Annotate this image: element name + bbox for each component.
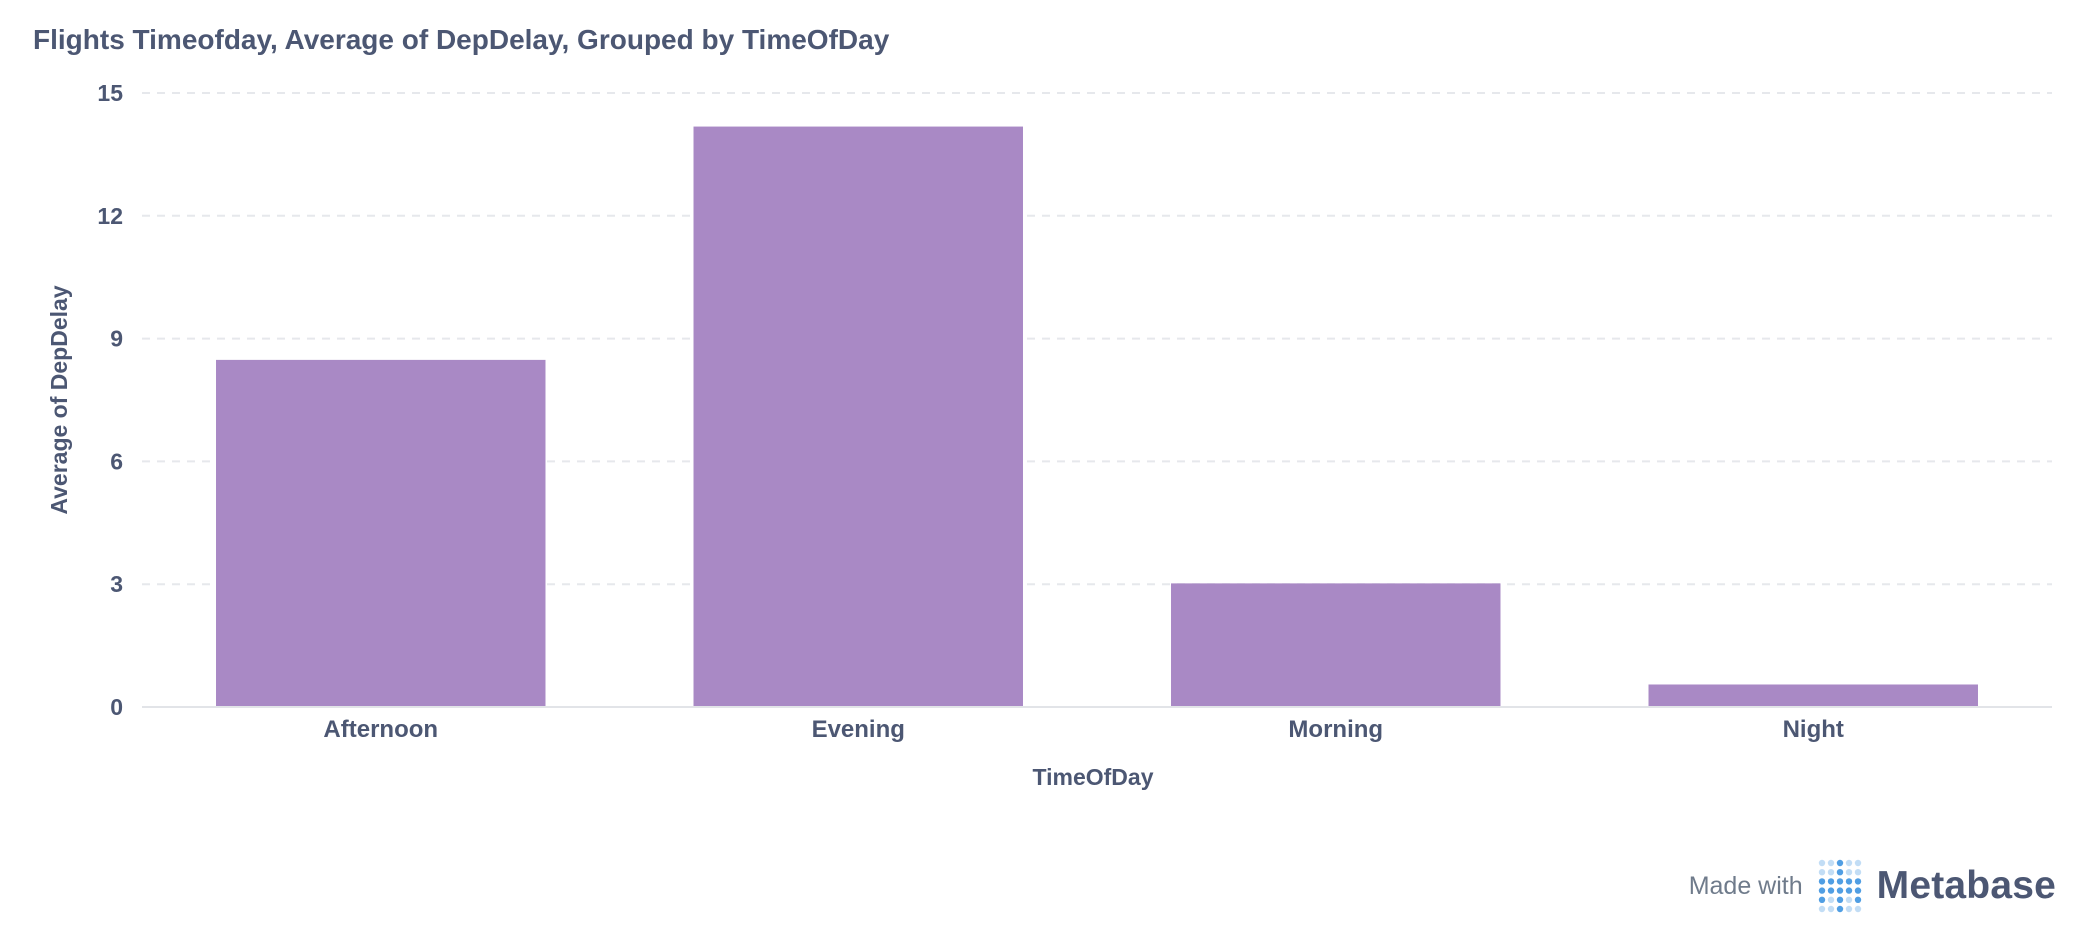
x-tick-label: Night — [1783, 716, 1844, 743]
logo-dot — [1845, 869, 1852, 876]
bar-evening[interactable] — [693, 126, 1023, 708]
bars — [216, 126, 1978, 708]
logo-dot — [1827, 869, 1834, 876]
logo-dot — [1827, 896, 1834, 903]
logo-dot — [1854, 859, 1861, 867]
y-tick-label: 6 — [110, 448, 123, 474]
logo-dot — [1818, 869, 1825, 876]
metabase-brand: Metabase — [1876, 864, 2056, 907]
made-with-text: Made with — [1688, 871, 1803, 900]
y-tick-label: 12 — [97, 203, 123, 229]
logo-dot — [1827, 878, 1834, 885]
logo-dot — [1818, 887, 1825, 894]
bar-night[interactable] — [1648, 684, 1978, 707]
logo-dot — [1854, 869, 1861, 876]
logo-dot — [1854, 887, 1861, 894]
logo-dot — [1836, 878, 1843, 885]
logo-dot — [1845, 905, 1852, 913]
x-tick-label: Morning — [1288, 716, 1383, 743]
logo-dot — [1836, 887, 1843, 894]
logo-dot — [1827, 859, 1834, 867]
logo-dot — [1827, 887, 1834, 894]
y-tick-label: 9 — [110, 326, 123, 352]
x-tick-label: Evening — [812, 716, 905, 743]
logo-dot — [1836, 859, 1843, 867]
chart-title: Flights Timeofday, Average of DepDelay, … — [33, 24, 890, 55]
logo-dot — [1845, 859, 1852, 867]
x-axis-label: TimeOfDay — [1032, 764, 1153, 790]
logo-dot — [1845, 878, 1852, 885]
logo-dot — [1827, 905, 1834, 913]
logo-dot — [1818, 905, 1825, 913]
logo-dot — [1854, 896, 1861, 903]
logo-dot — [1818, 859, 1825, 867]
bar-chart: 0 3 6 9 12 15 Afternoon Evening Morning Night Av… — [46, 80, 2052, 790]
x-axis-ticks: Afternoon Evening Morning Night — [323, 716, 1843, 743]
logo-dot — [1854, 878, 1861, 885]
logo-dot — [1818, 896, 1825, 903]
y-tick-label: 15 — [97, 80, 123, 106]
y-tick-label: 3 — [110, 571, 123, 597]
logo-dot — [1845, 887, 1852, 894]
logo-dot — [1854, 905, 1861, 913]
logo-dot — [1836, 896, 1843, 903]
y-axis-ticks: 0 3 6 9 12 15 — [97, 80, 123, 720]
bar-morning[interactable] — [1171, 583, 1501, 707]
x-tick-label: Afternoon — [323, 716, 438, 743]
footer-branding[interactable]: Made with Metabase — [1689, 858, 2056, 914]
metabase-logo-icon — [1818, 859, 1861, 913]
y-axis-label: Average of DepDelay — [46, 285, 72, 514]
logo-dot — [1836, 905, 1843, 913]
logo-dot — [1845, 896, 1852, 903]
logo-dot — [1818, 878, 1825, 885]
bar-afternoon[interactable] — [216, 359, 546, 707]
logo-dot — [1836, 869, 1843, 876]
y-tick-label: 0 — [110, 694, 123, 720]
